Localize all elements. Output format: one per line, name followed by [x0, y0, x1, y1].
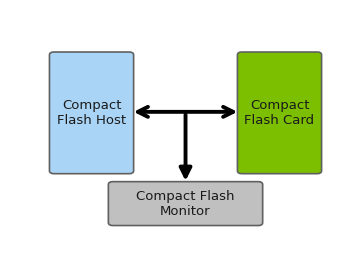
FancyBboxPatch shape: [50, 52, 134, 174]
Text: Compact Flash
Monitor: Compact Flash Monitor: [136, 190, 235, 218]
Text: Compact
Flash Host: Compact Flash Host: [57, 99, 126, 127]
Text: Compact
Flash Card: Compact Flash Card: [244, 99, 315, 127]
FancyBboxPatch shape: [237, 52, 321, 174]
FancyBboxPatch shape: [108, 182, 263, 226]
